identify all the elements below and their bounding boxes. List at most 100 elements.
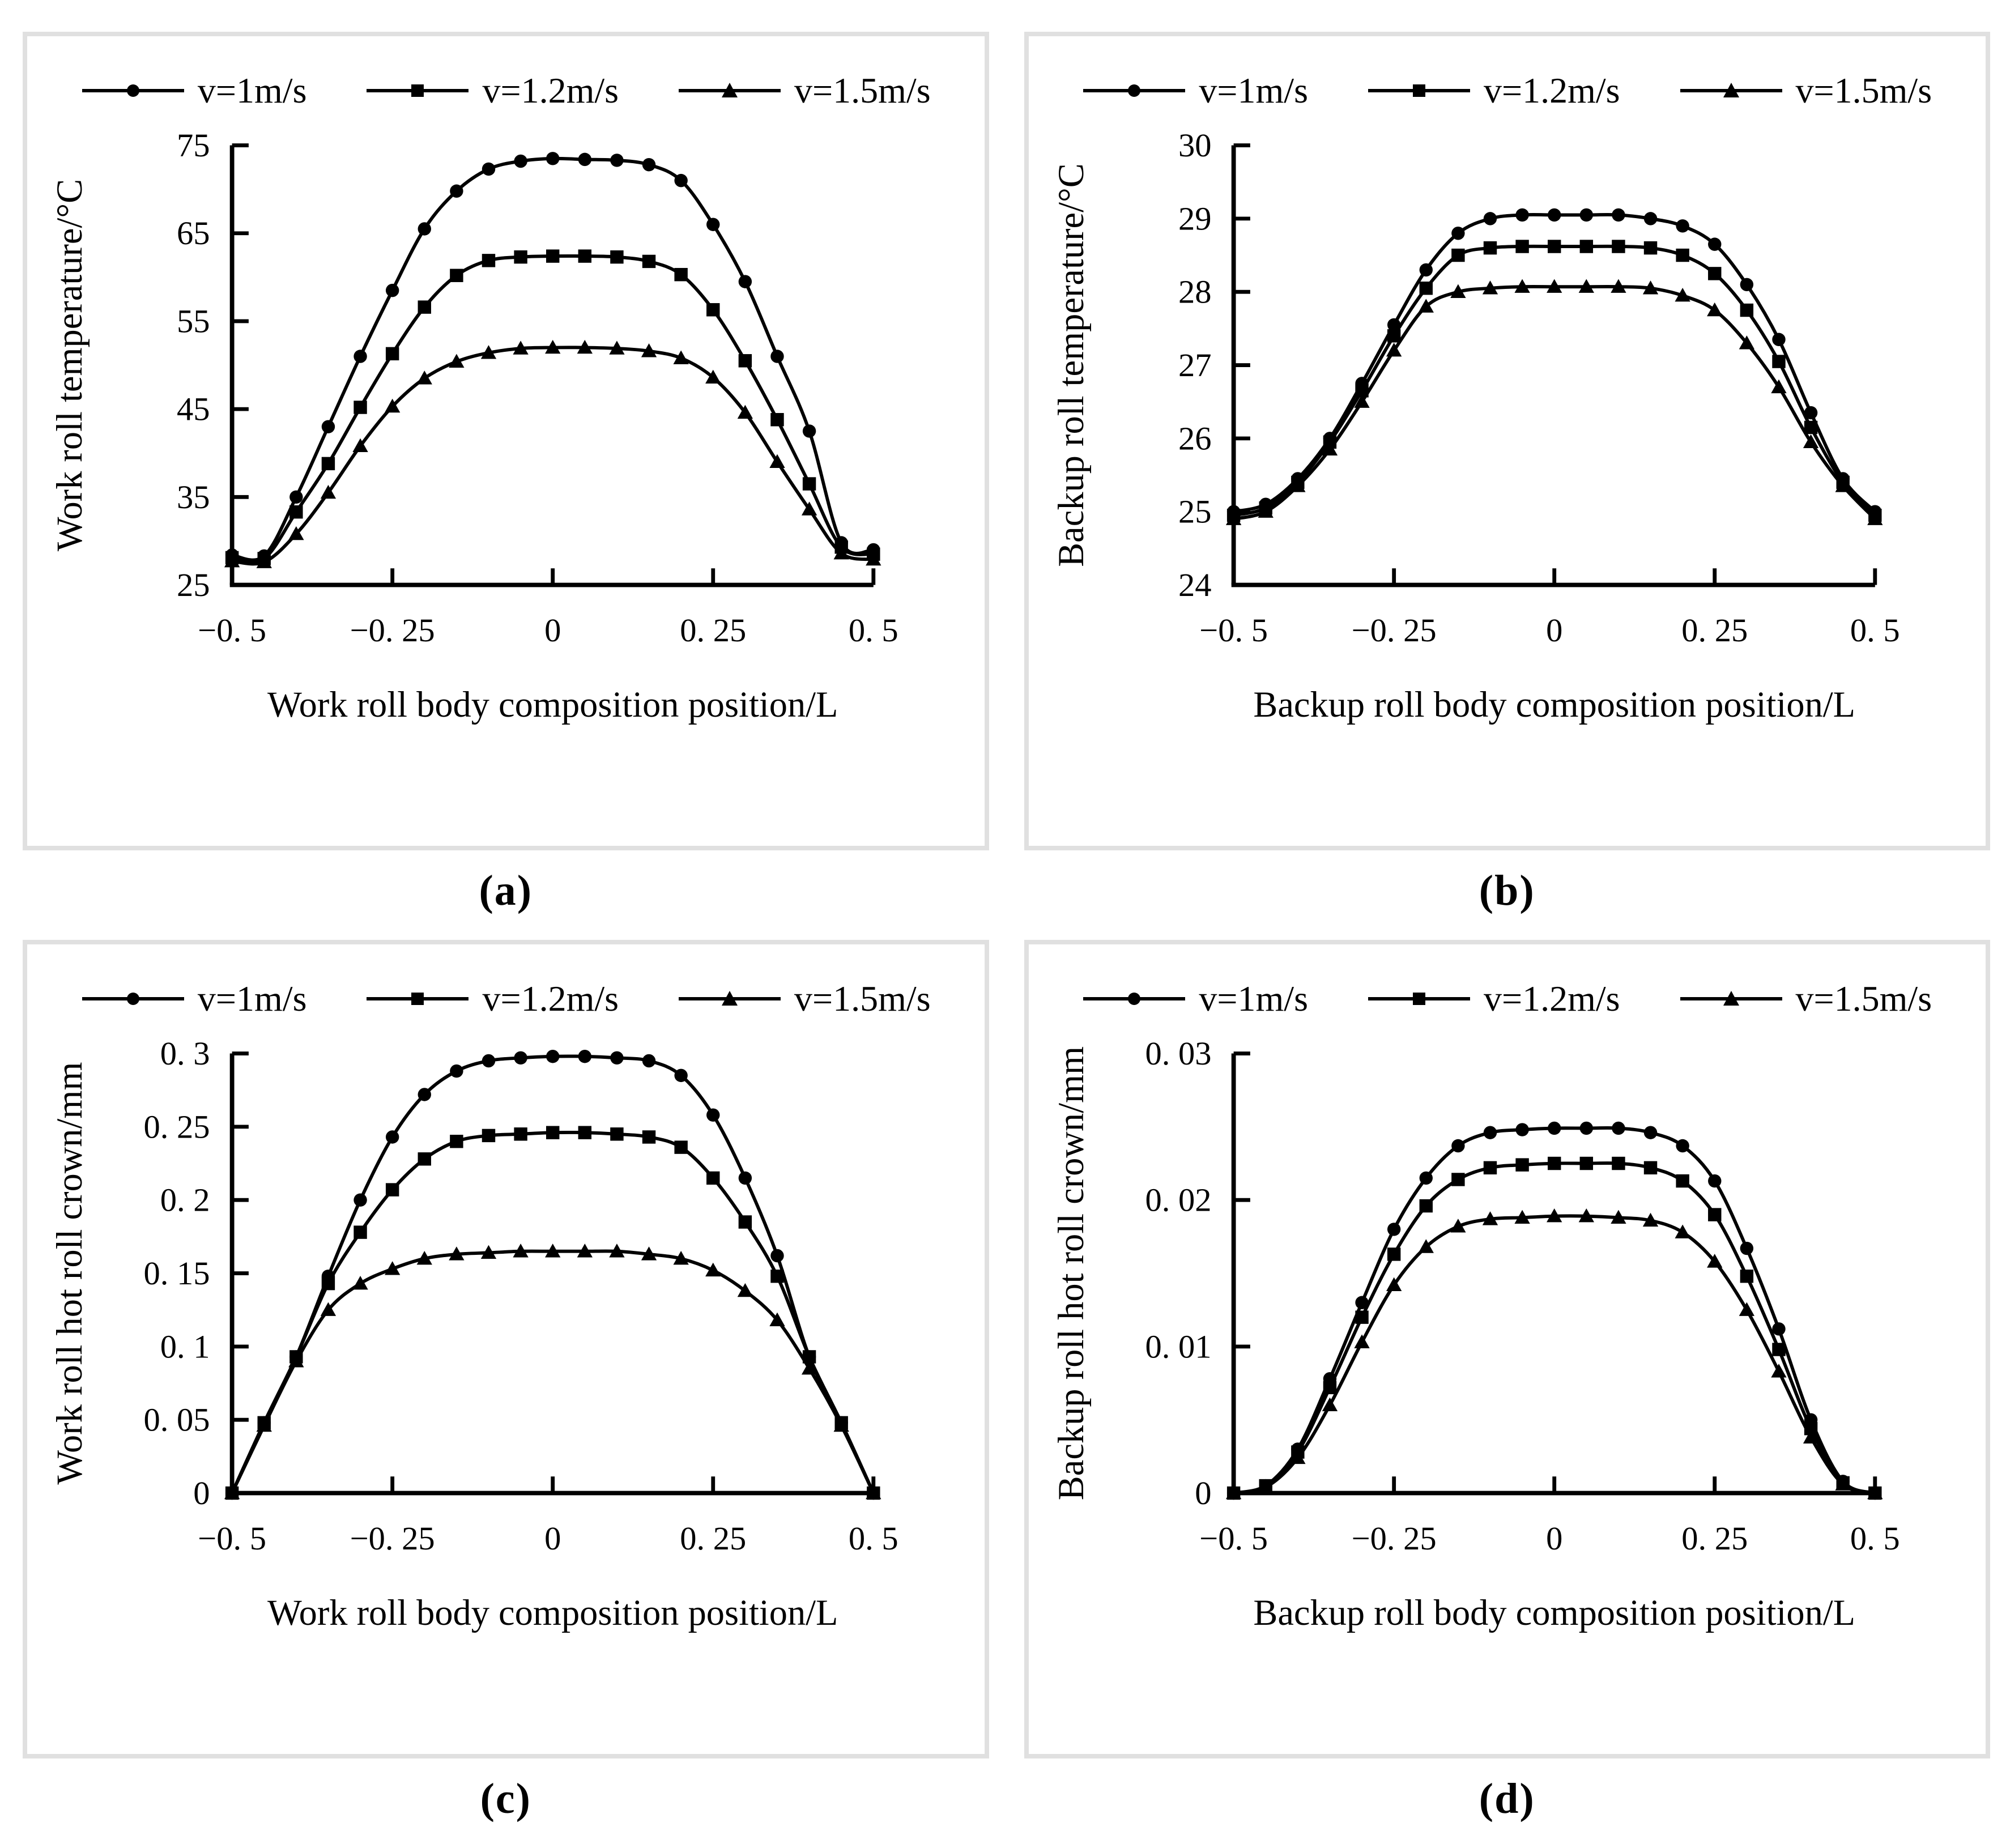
svg-text:29: 29 — [1178, 200, 1212, 237]
svg-text:75: 75 — [177, 127, 210, 164]
square-marker-icon — [367, 993, 469, 1005]
svg-text:35: 35 — [177, 479, 210, 516]
svg-text:0: 0 — [193, 1475, 210, 1511]
svg-text:0: 0 — [1546, 612, 1562, 649]
svg-text:−0. 5: −0. 5 — [198, 1520, 266, 1557]
triangle-marker-icon — [1680, 83, 1782, 97]
legend-label: v=1.2m/s — [1483, 978, 1620, 1019]
svg-text:65: 65 — [177, 215, 210, 252]
legend-item-v1: v=1m/s — [1082, 981, 1308, 1017]
svg-text:Backup roll temperature/°C: Backup roll temperature/°C — [1051, 163, 1091, 567]
legend-label: v=1.2m/s — [1483, 70, 1620, 110]
svg-text:30: 30 — [1178, 127, 1212, 164]
svg-text:0. 03: 0. 03 — [1145, 1035, 1211, 1072]
plot-area-backup-roll-crown: 0 0. 01 0. 02 0. 03 −0. 5 −0. 25 0 0. 25 0. 5 Bac… — [1051, 1035, 1900, 1633]
legend-item-v1: v=1m/s — [1082, 73, 1308, 109]
legend-item-v1-2: v=1.2m/s — [365, 981, 619, 1017]
legend-a: v=1m/s v=1.2m/s v=1.5m/s — [39, 73, 973, 109]
panel-c: v=1m/s v=1.2m/s v=1.5m/s 0 0. 05 0. 1 0. 15… — [23, 940, 989, 1758]
legend-label: v=1.2m/s — [482, 978, 619, 1019]
triangle-marker-icon — [1680, 991, 1782, 1006]
svg-text:0. 02: 0. 02 — [1145, 1182, 1211, 1219]
svg-text:27: 27 — [1178, 347, 1212, 384]
caption-c: (c) — [480, 1775, 531, 1823]
legend-d: v=1m/s v=1.2m/s v=1.5m/s — [1040, 981, 1975, 1017]
circle-marker-icon — [1083, 993, 1186, 1005]
svg-text:0. 25: 0. 25 — [680, 612, 746, 649]
legend-label: v=1.5m/s — [794, 70, 931, 110]
svg-text:−0. 25: −0. 25 — [1351, 612, 1436, 649]
circle-marker-icon — [82, 84, 184, 97]
legend-item-v1: v=1m/s — [81, 73, 306, 109]
svg-text:−0. 5: −0. 5 — [1199, 612, 1268, 649]
svg-text:Work roll hot roll crown/mm: Work roll hot roll crown/mm — [49, 1062, 90, 1484]
svg-text:25: 25 — [1178, 493, 1212, 530]
legend-label: v=1.5m/s — [1795, 978, 1932, 1019]
panel-d: v=1m/s v=1.2m/s v=1.5m/s 0 0. 01 0. 02 0. 0… — [1024, 940, 1990, 1758]
legend-label: v=1m/s — [197, 978, 307, 1019]
square-marker-icon — [1368, 993, 1470, 1005]
caption-a: (a) — [479, 867, 533, 914]
svg-text:Backup roll hot roll crown/mm: Backup roll hot roll crown/mm — [1051, 1046, 1091, 1500]
square-marker-icon — [367, 84, 469, 97]
svg-text:26: 26 — [1178, 420, 1212, 457]
svg-text:0. 25: 0. 25 — [143, 1108, 210, 1145]
legend-label: v=1.5m/s — [1795, 70, 1932, 110]
svg-text:−0. 25: −0. 25 — [1351, 1520, 1436, 1557]
svg-text:0. 5: 0. 5 — [1850, 1520, 1899, 1557]
svg-text:45: 45 — [177, 391, 210, 428]
svg-text:0. 25: 0. 25 — [1681, 612, 1748, 649]
svg-text:0: 0 — [544, 1520, 561, 1557]
square-marker-icon — [1368, 84, 1470, 97]
svg-text:0. 5: 0. 5 — [849, 1520, 898, 1557]
svg-text:Work roll body composition pos: Work roll body composition position/L — [267, 1592, 838, 1633]
legend-item-v1: v=1m/s — [81, 978, 307, 1019]
svg-text:−0. 25: −0. 25 — [350, 612, 435, 649]
plot-area-backup-roll-temperature: 24 25 26 27 28 29 30 −0. 5 −0. 25 0 0. 25 0. 5 Backu… — [1051, 127, 1900, 725]
svg-text:−0. 5: −0. 5 — [1199, 1520, 1268, 1557]
legend-item-v1-2: v=1.2m/s — [1367, 73, 1620, 109]
legend-item-v1-2: v=1.2m/s — [365, 73, 619, 109]
legend-item-v1-5: v=1.5m/s — [678, 73, 931, 109]
triangle-marker-icon — [679, 83, 781, 97]
legend-item-v1-5: v=1.5m/s — [678, 981, 931, 1017]
svg-text:0. 05: 0. 05 — [143, 1402, 210, 1438]
svg-text:0. 1: 0. 1 — [160, 1328, 210, 1365]
circle-marker-icon — [82, 993, 184, 1005]
svg-text:24: 24 — [1178, 567, 1212, 603]
legend-item-v1-5: v=1.5m/s — [1679, 981, 1932, 1017]
svg-text:Work roll body composition pos: Work roll body composition position/L — [267, 684, 838, 725]
panel-a: v=1m/s v=1.2m/s v=1.5m/s 25 35 45 55 65 75 −0.… — [23, 32, 989, 850]
svg-text:0. 15: 0. 15 — [143, 1255, 210, 1292]
triangle-marker-icon — [679, 991, 781, 1006]
svg-text:0. 25: 0. 25 — [1681, 1520, 1748, 1557]
svg-text:Backup roll body composition p: Backup roll body composition position/L — [1253, 1592, 1855, 1633]
svg-text:Backup roll body composition p: Backup roll body composition position/L — [1253, 684, 1855, 725]
panel-b: v=1m/s v=1.2m/s v=1.5m/s 24 25 26 27 28 29 30 −… — [1024, 32, 1990, 850]
circle-marker-icon — [1083, 84, 1186, 97]
svg-text:0: 0 — [1195, 1475, 1211, 1511]
svg-text:Work roll temperature/°C: Work roll temperature/°C — [49, 179, 90, 551]
plot-area-work-roll-crown: 0 0. 05 0. 1 0. 15 0. 2 0. 25 0. 3 −0. 5 −0. 25 0… — [49, 1035, 898, 1633]
legend-c: v=1m/s v=1.2m/s v=1.5m/s — [39, 981, 973, 1017]
legend-label: v=1.5m/s — [794, 978, 931, 1019]
svg-text:55: 55 — [177, 303, 210, 339]
legend-label: v=1.2m/s — [482, 70, 619, 110]
legend-label: v=1m/s — [1199, 70, 1308, 110]
legend-label: v=1m/s — [1199, 978, 1308, 1019]
svg-text:0: 0 — [1546, 1520, 1562, 1557]
legend-item-v1-2: v=1.2m/s — [1367, 981, 1620, 1017]
plot-area-work-roll-temperature: 25 35 45 55 65 75 −0. 5 −0. 25 0 0. 25 0. 5 Work ro… — [49, 127, 898, 725]
caption-d: (d) — [1479, 1775, 1535, 1823]
svg-text:0. 5: 0. 5 — [849, 612, 898, 649]
caption-b: (b) — [1479, 867, 1535, 914]
svg-text:0. 2: 0. 2 — [160, 1182, 210, 1219]
legend-item-v1-5: v=1.5m/s — [1679, 73, 1932, 109]
svg-text:0. 5: 0. 5 — [1850, 612, 1899, 649]
svg-text:−0. 5: −0. 5 — [198, 612, 266, 649]
svg-text:0: 0 — [544, 612, 561, 649]
svg-text:25: 25 — [177, 567, 210, 603]
svg-text:−0. 25: −0. 25 — [350, 1520, 435, 1557]
svg-text:28: 28 — [1178, 274, 1212, 310]
